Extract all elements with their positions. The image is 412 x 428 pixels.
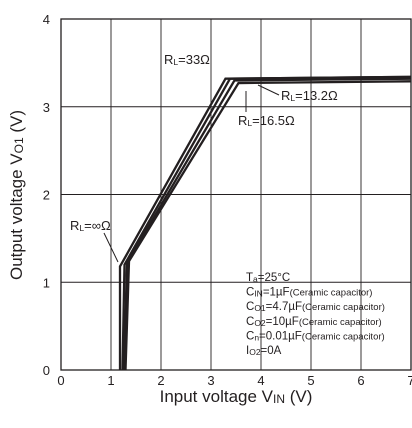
condition-5: IO2=0A bbox=[246, 345, 282, 357]
x-tick-4: 4 bbox=[257, 373, 264, 388]
series-line-1 bbox=[121, 75, 412, 371]
x-tick-6: 6 bbox=[357, 373, 364, 388]
condition-0: Ta=25°C bbox=[246, 272, 290, 284]
condition-3: CO2=10µF(Ceramic capacitor) bbox=[246, 316, 382, 328]
x-tick-5: 5 bbox=[307, 373, 314, 388]
y-tick-3: 3 bbox=[43, 100, 50, 115]
y-tick-1: 1 bbox=[43, 275, 50, 290]
series-line-3 bbox=[124, 80, 412, 371]
condition-4: Cn=0.01µF(Ceramic capacitor) bbox=[246, 330, 385, 342]
y-tick-0: 0 bbox=[43, 363, 50, 378]
x-tick-1: 1 bbox=[107, 373, 114, 388]
series-lines bbox=[118, 75, 412, 371]
x-tick-3: 3 bbox=[207, 373, 214, 388]
label-rl-13-2: RL=13.2Ω bbox=[281, 88, 338, 103]
x-tick-0: 0 bbox=[57, 373, 64, 388]
label-rl-16-5: RL=16.5Ω bbox=[238, 113, 295, 128]
x-tick-2: 2 bbox=[157, 373, 164, 388]
y-axis-title: Output voltage VO1 (V) bbox=[7, 110, 26, 280]
label-rl-33: RL=33Ω bbox=[164, 52, 210, 67]
leader-rl-13-2 bbox=[257, 84, 280, 96]
label-rl-infinity: RL=∞Ω bbox=[70, 218, 111, 233]
condition-2: CO1=4.7µF(Ceramic capacitor) bbox=[246, 301, 385, 313]
x-axis-title: Input voltage VIN (V) bbox=[160, 387, 313, 406]
series-line-2 bbox=[122, 77, 412, 371]
condition-1: CIN=1µF(Ceramic capacitor) bbox=[246, 287, 372, 299]
leader-rl-infinity bbox=[103, 232, 119, 263]
x-tick-labels: 0 1 2 3 4 5 6 7 bbox=[57, 373, 412, 388]
y-tick-4: 4 bbox=[43, 12, 50, 27]
y-tick-2: 2 bbox=[43, 188, 50, 203]
test-conditions: Ta=25°C CIN=1µF(Ceramic capacitor) CO1=4.7… bbox=[246, 272, 385, 357]
x-tick-7: 7 bbox=[407, 373, 412, 388]
y-tick-labels: 0 1 2 3 4 bbox=[43, 12, 50, 378]
